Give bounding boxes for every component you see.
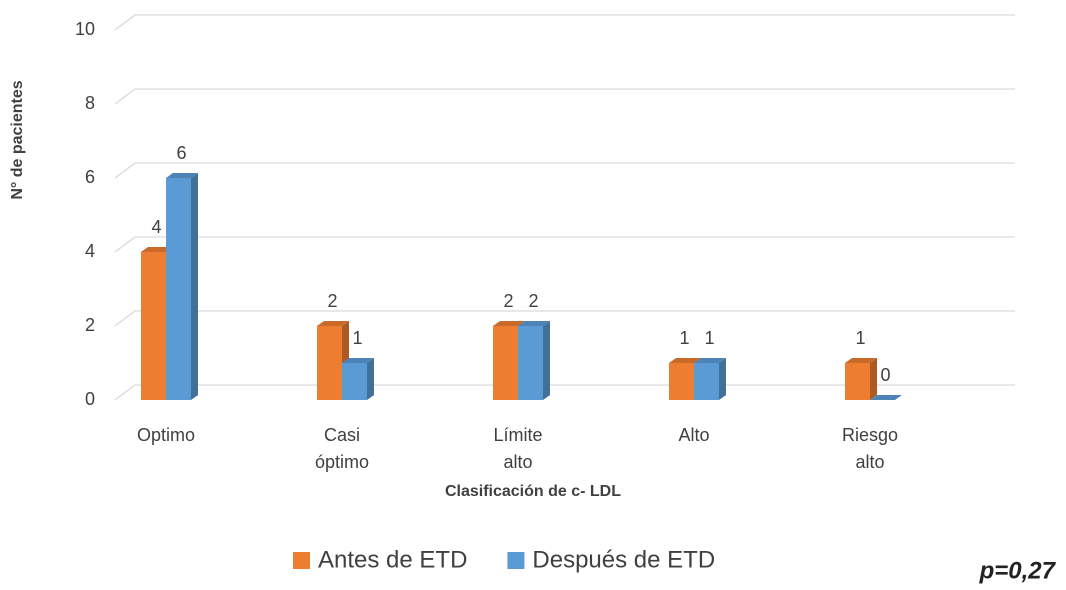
x-tick-label-line: Casi bbox=[324, 425, 360, 445]
bar bbox=[342, 363, 367, 400]
value-label: 0 bbox=[880, 365, 890, 385]
bar bbox=[317, 326, 342, 400]
bar-side bbox=[543, 321, 550, 400]
bar-top bbox=[493, 321, 525, 326]
grid-line bbox=[114, 88, 1015, 105]
bar-side bbox=[870, 358, 877, 400]
bar bbox=[845, 363, 870, 400]
x-tick-label-line: alto bbox=[855, 452, 884, 472]
bar bbox=[141, 252, 166, 400]
bar-side bbox=[191, 173, 198, 400]
y-axis-label: N° de pacientes bbox=[9, 80, 26, 199]
legend-swatch bbox=[293, 552, 310, 569]
grid-line bbox=[114, 162, 1015, 179]
x-tick-label-line: alto bbox=[503, 452, 532, 472]
bar-side bbox=[367, 358, 374, 400]
y-tick-label: 10 bbox=[75, 19, 95, 39]
bar bbox=[669, 363, 694, 400]
x-tick-label: Alto bbox=[678, 425, 709, 445]
grid-line bbox=[114, 14, 1015, 31]
grid-line bbox=[114, 310, 1015, 327]
x-tick-label-line: Límite bbox=[493, 425, 542, 445]
bar-top bbox=[317, 321, 349, 326]
y-tick-label: 8 bbox=[85, 93, 95, 113]
bar-top bbox=[870, 395, 902, 400]
y-tick-label: 0 bbox=[85, 389, 95, 409]
legend-label: Después de ETD bbox=[532, 546, 715, 573]
y-tick-label: 4 bbox=[85, 241, 95, 261]
bar bbox=[493, 326, 518, 400]
bar-top bbox=[342, 358, 374, 363]
bar-side bbox=[719, 358, 726, 400]
x-tick-label: Riesgo alto bbox=[842, 425, 898, 472]
grid-line bbox=[114, 236, 1015, 253]
bar-top bbox=[669, 358, 701, 363]
legend-label: Antes de ETD bbox=[318, 546, 467, 573]
value-label: 4 bbox=[151, 217, 161, 237]
bar-top bbox=[518, 321, 550, 326]
value-label: 2 bbox=[528, 291, 538, 311]
x-tick-label-line: óptimo bbox=[315, 452, 369, 472]
y-tick-label: 2 bbox=[85, 315, 95, 335]
legend-swatch bbox=[507, 552, 525, 569]
x-tick-label: Optimo bbox=[137, 425, 195, 445]
value-label: 1 bbox=[855, 328, 865, 348]
x-tick-label-line: Riesgo bbox=[842, 425, 898, 445]
x-axis-label: Clasificación de c- LDL bbox=[445, 483, 621, 500]
x-tick-label: Límite alto bbox=[493, 425, 542, 472]
bar bbox=[694, 363, 719, 400]
bar bbox=[518, 326, 543, 400]
bar-top bbox=[845, 358, 877, 363]
value-label: 1 bbox=[352, 328, 362, 348]
bar-top bbox=[141, 247, 173, 252]
value-label: 1 bbox=[679, 328, 689, 348]
value-label: 1 bbox=[704, 328, 714, 348]
y-tick-label: 6 bbox=[85, 167, 95, 187]
value-label: 6 bbox=[176, 143, 186, 163]
value-label: 2 bbox=[327, 291, 337, 311]
bar-top bbox=[694, 358, 726, 363]
value-label: 2 bbox=[503, 291, 513, 311]
annotation: p=0,27 bbox=[979, 557, 1057, 584]
x-tick-label: Casi óptimo bbox=[315, 425, 369, 472]
bar bbox=[166, 178, 191, 400]
bar-top bbox=[166, 173, 198, 178]
